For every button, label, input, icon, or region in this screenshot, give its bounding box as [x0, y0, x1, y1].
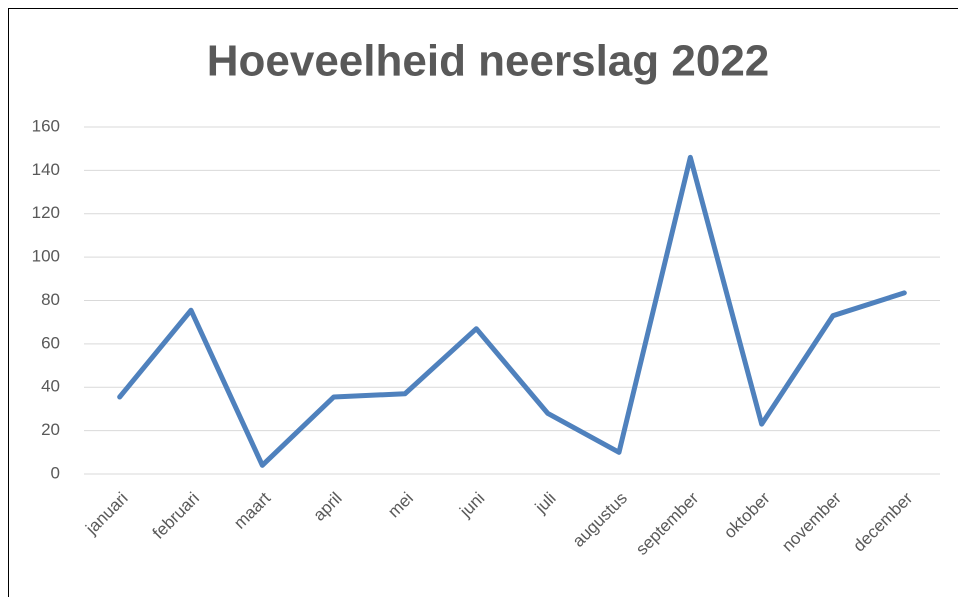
- y-tick-label: 80: [41, 290, 60, 309]
- y-tick-label: 40: [41, 377, 60, 396]
- chart-title: Hoeveelheid neerslag 2022: [207, 37, 770, 86]
- chart-frame: [8, 8, 958, 597]
- y-tick-label: 120: [32, 203, 60, 222]
- y-tick-label: 60: [41, 333, 60, 352]
- y-tick-label: 0: [51, 463, 60, 482]
- y-tick-label: 160: [32, 116, 60, 135]
- y-tick-label: 100: [32, 247, 60, 266]
- y-tick-label: 140: [32, 160, 60, 179]
- y-tick-label: 20: [41, 420, 60, 439]
- line-series: [117, 154, 907, 468]
